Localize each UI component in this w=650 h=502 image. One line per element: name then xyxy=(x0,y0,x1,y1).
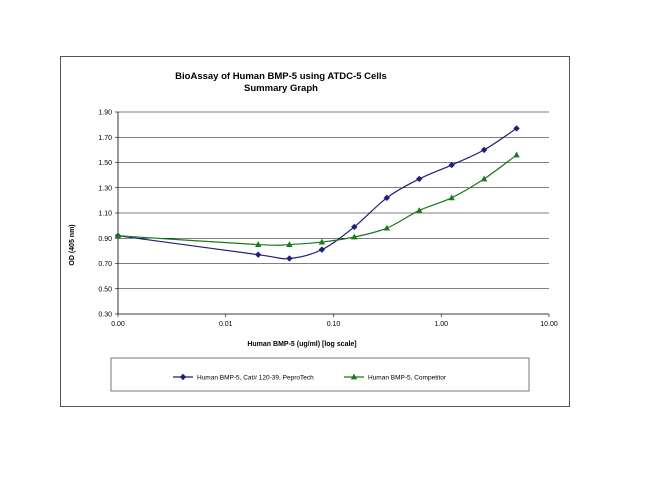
data-point xyxy=(416,175,423,183)
x-tick-label: 10.00 xyxy=(540,321,558,328)
data-point xyxy=(448,194,455,201)
y-tick-label: 0.30 xyxy=(98,312,112,319)
y-tick-label: 1.30 xyxy=(98,185,112,192)
data-point xyxy=(351,233,358,240)
data-point xyxy=(318,238,326,245)
y-tick-label: 0.50 xyxy=(98,286,112,293)
legend-label: Human BMP-5, Cat# 120-39, PeproTech xyxy=(197,374,314,381)
series-line xyxy=(117,154,517,246)
chart-title: BioAssay of Human BMP-5 using ATDC-5 Cel… xyxy=(175,71,387,82)
data-point xyxy=(286,255,293,262)
x-axis-label: Human BMP-5 (ug/ml) [log scale] xyxy=(247,341,356,348)
x-tick-label: 0.01 xyxy=(219,321,233,328)
legend: Human BMP-5, Cat# 120-39, PeproTech Human… xyxy=(110,357,530,392)
data-point xyxy=(480,146,488,154)
legend-box xyxy=(110,357,530,392)
series-2 xyxy=(114,151,520,247)
axes xyxy=(115,111,550,317)
x-tick-label: 0.10 xyxy=(327,321,341,328)
y-tick-label: 1.50 xyxy=(98,160,112,167)
series-group xyxy=(114,125,520,262)
y-tick-label: 1.70 xyxy=(98,135,112,142)
y-axis-label: OD (405 nm) xyxy=(69,224,76,265)
data-point xyxy=(513,151,520,158)
data-point xyxy=(254,251,262,258)
chart-subtitle: Summary Graph xyxy=(244,83,318,94)
data-point xyxy=(383,194,391,202)
data-point xyxy=(448,161,455,169)
data-point xyxy=(383,224,391,231)
data-point xyxy=(416,207,423,213)
x-tick-label: 0.00 xyxy=(111,321,125,328)
data-point xyxy=(254,241,262,247)
gridlines xyxy=(118,111,549,290)
y-tick-label: 1.90 xyxy=(98,110,112,117)
chart-frame: BioAssay of Human BMP-5 using ATDC-5 Cel… xyxy=(60,56,570,407)
x-tick-label: 1.00 xyxy=(434,321,448,328)
y-tick-label: 1.10 xyxy=(98,211,112,218)
chart-svg: BioAssay of Human BMP-5 using ATDC-5 Cel… xyxy=(69,71,558,392)
data-point xyxy=(351,223,358,231)
data-point xyxy=(114,232,122,239)
y-tick-label: 0.90 xyxy=(98,236,112,243)
legend-marker xyxy=(350,373,358,380)
legend-label: Human BMP-5, Competitor xyxy=(368,374,447,381)
x-tick-labels: 0.00 0.01 0.10 1.00 10.00 xyxy=(111,321,558,328)
series-line xyxy=(117,127,517,260)
data-point xyxy=(318,246,326,253)
y-tick-labels: 0.30 0.50 0.70 0.90 1.10 1.30 1.50 1.70 1.90 xyxy=(98,110,112,319)
data-point xyxy=(480,175,488,182)
y-tick-label: 0.70 xyxy=(98,261,112,268)
data-point xyxy=(286,241,293,247)
